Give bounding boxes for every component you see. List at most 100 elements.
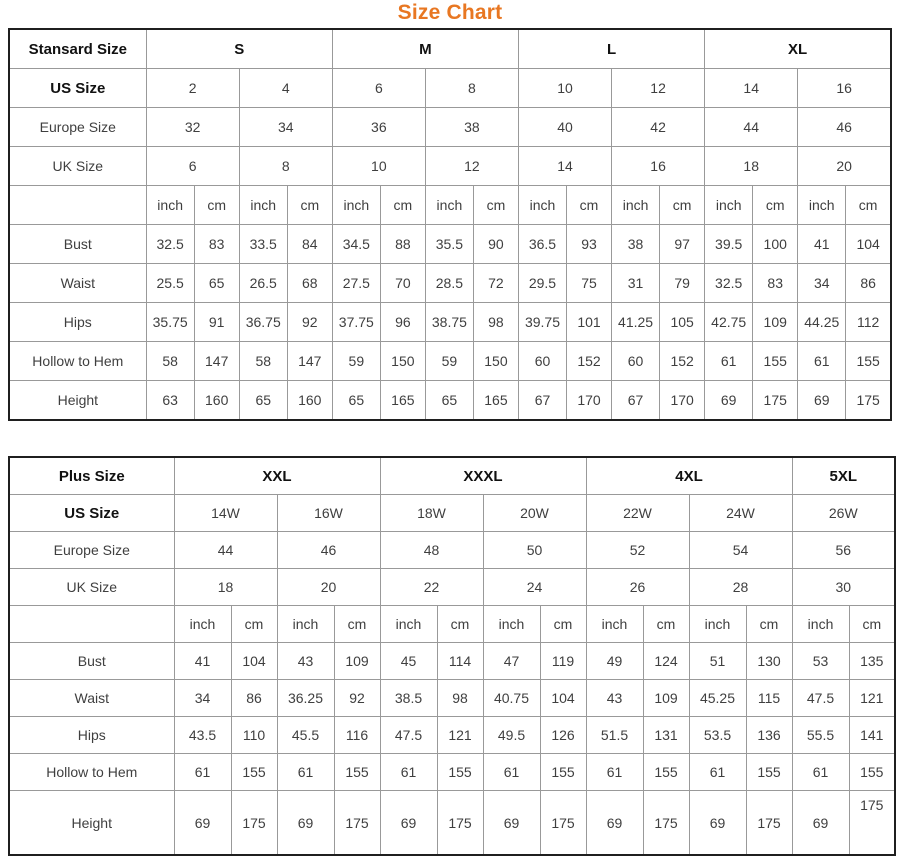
unit-header-cell: inch [704, 185, 754, 225]
table-row: US Size 14W 16W 18W 20W 22W 24W 26W [8, 494, 896, 532]
table-row: Bust 41 104 43 109 45 114 47 119 49 124 51 130 53 135 [8, 642, 896, 680]
measurement-value-cell: 47.5 [791, 679, 850, 717]
measurement-value-cell: 60 [517, 341, 568, 381]
measurement-value-cell: 51.5 [585, 716, 644, 754]
size-value-cell: 2 [145, 68, 240, 108]
measurement-value-cell: 98 [472, 302, 519, 342]
row-label: Europe Size [8, 107, 147, 147]
unit-header-cell: inch [482, 605, 541, 643]
measurement-value-cell: 61 [797, 341, 847, 381]
standard-size-table: Stansard Size S M L XL US Size 2 4 6 8 10 12 14 16 Eur… [8, 28, 892, 421]
size-group-header: XXL [173, 456, 381, 495]
size-group-header: XXXL [379, 456, 587, 495]
measurement-value-cell: 170 [565, 380, 613, 421]
size-value-cell: 44 [704, 107, 799, 147]
measurement-value-cell: 91 [193, 302, 240, 342]
measurement-value-cell: 55.5 [791, 716, 850, 754]
unit-header-cell: cm [539, 605, 587, 643]
row-label: Hollow to Hem [8, 341, 147, 381]
table-row: inch cm inch cm inch cm inch cm inch cm inch cm inch… [8, 185, 892, 225]
measurement-value-cell: 175 [745, 790, 793, 856]
measurement-value-cell: 43 [585, 679, 644, 717]
size-value-cell: 56 [791, 531, 896, 569]
measurement-value-cell: 34 [173, 679, 232, 717]
row-label: Hips [8, 716, 175, 754]
measurement-value-cell: 69 [173, 790, 232, 856]
row-label: UK Size [8, 568, 175, 606]
measurement-value-cell: 45.25 [688, 679, 747, 717]
table-row: Plus Size XXL XXXL 4XL 5XL [8, 456, 896, 495]
table-row: Europe Size 32 34 36 38 40 42 44 46 [8, 107, 892, 147]
measurement-value-cell: 119 [539, 642, 587, 680]
table-row: inch cm inch cm inch cm inch cm inch cm inch cm inch… [8, 605, 896, 643]
size-value-cell: 46 [276, 531, 381, 569]
measurement-value-cell: 96 [379, 302, 426, 342]
measurement-value-cell: 36.25 [276, 679, 335, 717]
measurement-value-cell: 69 [704, 380, 754, 421]
measurement-value-cell: 61 [482, 753, 541, 791]
measurement-value-cell: 175 [539, 790, 587, 856]
measurement-value-cell: 65 [331, 380, 381, 421]
size-group-row-label: Plus Size [8, 456, 175, 495]
table-row: UK Size 6 8 10 12 14 16 18 20 [8, 146, 892, 186]
size-value-cell: 8 [238, 146, 333, 186]
measurement-value-cell: 32.5 [704, 263, 754, 303]
measurement-value-cell: 135 [848, 642, 896, 680]
measurement-value-cell: 88 [379, 224, 426, 264]
measurement-value-cell: 160 [286, 380, 333, 421]
size-value-cell: 52 [585, 531, 690, 569]
measurement-value-cell: 49 [585, 642, 644, 680]
size-value-cell: 38 [424, 107, 519, 147]
measurement-value-cell: 67 [517, 380, 568, 421]
measurement-value-cell: 28.5 [424, 263, 474, 303]
measurement-value-cell: 83 [193, 224, 240, 264]
measurement-value-cell: 34 [797, 263, 847, 303]
unit-header-cell: inch [611, 185, 661, 225]
measurement-value-cell: 147 [286, 341, 333, 381]
measurement-value-cell: 155 [333, 753, 381, 791]
size-value-cell: 20 [276, 568, 381, 606]
measurement-value-cell: 51 [688, 642, 747, 680]
unit-header-cell: cm [752, 185, 799, 225]
unit-header-cell: cm [642, 605, 690, 643]
measurement-value-cell: 59 [424, 341, 474, 381]
measurement-value-cell: 165 [472, 380, 519, 421]
size-value-cell: 50 [482, 531, 587, 569]
measurement-value-cell: 27.5 [331, 263, 381, 303]
measurement-value-cell: 41.25 [611, 302, 661, 342]
size-value-cell: 46 [797, 107, 892, 147]
measurement-value-cell: 41 [797, 224, 847, 264]
measurement-value-cell: 93 [565, 224, 613, 264]
unit-row-label-empty [8, 185, 147, 225]
measurement-value-cell: 44.25 [797, 302, 847, 342]
size-group-row-label: Stansard Size [8, 28, 147, 69]
measurement-value-cell: 100 [752, 224, 799, 264]
measurement-value-cell: 35.5 [424, 224, 474, 264]
measurement-value-cell: 121 [848, 679, 896, 717]
measurement-value-cell: 109 [752, 302, 799, 342]
measurement-value-cell: 150 [379, 341, 426, 381]
measurement-value-cell: 175 [845, 380, 892, 421]
measurement-value-cell: 104 [230, 642, 278, 680]
measurement-value-cell: 175 [752, 380, 799, 421]
table-row: Europe Size 44 46 48 50 52 54 56 [8, 531, 896, 569]
measurement-value-cell: 49.5 [482, 716, 541, 754]
measurement-value-cell: 37.75 [331, 302, 381, 342]
size-group-header: M [331, 28, 519, 69]
measurement-value-cell: 98 [436, 679, 484, 717]
measurement-value-cell: 175 [333, 790, 381, 856]
measurement-value-cell: 39.75 [517, 302, 568, 342]
table-row: Hollow to Hem 58 147 58 147 59 150 59 150 60 152 60… [8, 341, 892, 381]
measurement-value-cell: 59 [331, 341, 381, 381]
size-value-cell: 18 [704, 146, 799, 186]
measurement-value-cell: 43.5 [173, 716, 232, 754]
unit-header-cell: cm [472, 185, 519, 225]
measurement-value-cell: 61 [791, 753, 850, 791]
measurement-value-cell: 165 [379, 380, 426, 421]
measurement-value-cell: 160 [193, 380, 240, 421]
table-gap [0, 421, 900, 456]
unit-header-cell: inch [145, 185, 195, 225]
measurement-value-cell: 79 [659, 263, 706, 303]
measurement-value-cell: 38.75 [424, 302, 474, 342]
